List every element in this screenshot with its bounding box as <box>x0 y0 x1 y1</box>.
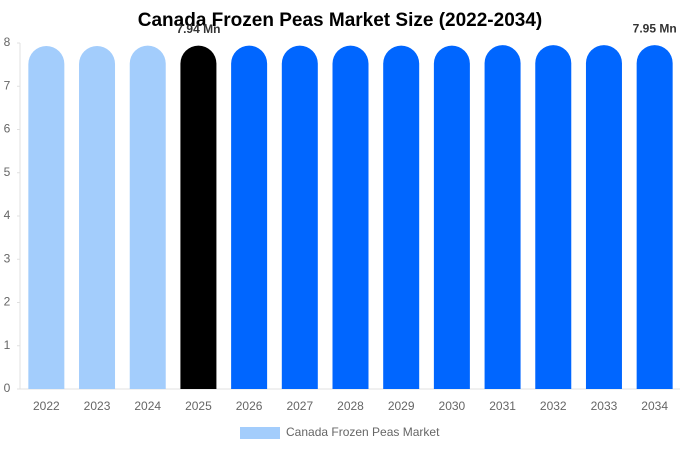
y-tick-label: 0 <box>4 381 11 395</box>
x-tick-label: 2029 <box>388 399 415 413</box>
x-tick-label: 2023 <box>84 399 111 413</box>
bar <box>332 45 369 389</box>
bar <box>28 46 65 389</box>
x-tick-label: 2024 <box>134 399 161 413</box>
x-tick-label: 2031 <box>489 399 516 413</box>
y-tick-label: 1 <box>4 338 11 352</box>
bar <box>180 45 217 389</box>
bar <box>79 46 116 389</box>
bar <box>535 45 572 389</box>
y-tick-label: 4 <box>4 208 11 222</box>
x-tick-label: 2026 <box>236 399 263 413</box>
bar <box>433 45 470 389</box>
x-tick-label: 2032 <box>540 399 567 413</box>
bar <box>636 45 673 389</box>
bar <box>231 45 268 389</box>
y-tick-label: 2 <box>4 295 11 309</box>
bar <box>383 45 420 389</box>
y-tick-label: 5 <box>4 165 11 179</box>
x-tick-label: 2034 <box>641 399 668 413</box>
bar <box>281 45 318 389</box>
y-tick-label: 6 <box>4 122 11 136</box>
bar <box>484 45 521 390</box>
x-tick-label: 2033 <box>591 399 618 413</box>
legend-swatch <box>240 427 280 439</box>
y-tick-label: 3 <box>4 251 11 265</box>
data-label: 7.94 Mn <box>176 22 220 36</box>
x-tick-label: 2022 <box>33 399 60 413</box>
y-tick-label: 7 <box>4 78 11 92</box>
bar <box>129 45 166 390</box>
chart-title: Canada Frozen Peas Market Size (2022-203… <box>138 10 542 31</box>
x-tick-label: 2030 <box>439 399 466 413</box>
y-tick-label: 8 <box>4 35 11 49</box>
data-label: 7.95 Mn <box>633 21 677 35</box>
legend-label: Canada Frozen Peas Market <box>286 425 440 439</box>
x-tick-label: 2028 <box>337 399 364 413</box>
bar <box>585 45 622 389</box>
x-tick-label: 2025 <box>185 399 212 413</box>
x-tick-label: 2027 <box>286 399 313 413</box>
